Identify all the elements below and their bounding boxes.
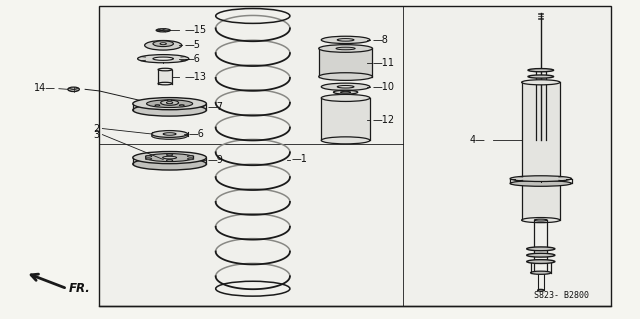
Ellipse shape bbox=[166, 160, 173, 161]
Ellipse shape bbox=[152, 130, 188, 137]
Ellipse shape bbox=[319, 45, 372, 52]
Text: —6: —6 bbox=[189, 129, 205, 139]
Ellipse shape bbox=[527, 247, 555, 251]
Ellipse shape bbox=[146, 153, 194, 161]
Ellipse shape bbox=[155, 105, 160, 106]
Text: 4—: 4— bbox=[469, 135, 485, 145]
Ellipse shape bbox=[68, 87, 79, 92]
Ellipse shape bbox=[531, 271, 551, 274]
Ellipse shape bbox=[534, 219, 547, 221]
Ellipse shape bbox=[188, 155, 194, 157]
Ellipse shape bbox=[337, 85, 354, 88]
Bar bbox=[319, 48, 372, 77]
Ellipse shape bbox=[153, 41, 173, 47]
Ellipse shape bbox=[340, 91, 351, 93]
Text: —5: —5 bbox=[184, 40, 200, 50]
Ellipse shape bbox=[147, 100, 193, 108]
Ellipse shape bbox=[510, 181, 572, 186]
Ellipse shape bbox=[321, 94, 370, 101]
Ellipse shape bbox=[334, 97, 357, 100]
Ellipse shape bbox=[527, 260, 555, 263]
Text: —1: —1 bbox=[292, 154, 308, 165]
Bar bbox=[99, 6, 611, 306]
Ellipse shape bbox=[538, 289, 544, 291]
Ellipse shape bbox=[333, 90, 358, 94]
Text: S823- B2800: S823- B2800 bbox=[534, 291, 589, 300]
Ellipse shape bbox=[152, 132, 188, 139]
Ellipse shape bbox=[321, 83, 370, 90]
Ellipse shape bbox=[321, 137, 370, 144]
Ellipse shape bbox=[510, 176, 572, 182]
Ellipse shape bbox=[522, 80, 560, 85]
Ellipse shape bbox=[528, 75, 554, 78]
Text: —7: —7 bbox=[207, 102, 223, 112]
Ellipse shape bbox=[528, 81, 554, 84]
Text: —13: —13 bbox=[184, 71, 206, 82]
Ellipse shape bbox=[145, 41, 182, 50]
Ellipse shape bbox=[319, 73, 372, 80]
Text: —6: —6 bbox=[184, 54, 200, 64]
Ellipse shape bbox=[158, 82, 172, 85]
Ellipse shape bbox=[145, 158, 152, 160]
Text: —9: —9 bbox=[207, 155, 223, 165]
Text: 14—: 14— bbox=[35, 83, 56, 93]
Ellipse shape bbox=[163, 133, 176, 135]
Ellipse shape bbox=[158, 68, 172, 71]
Ellipse shape bbox=[337, 39, 354, 41]
Ellipse shape bbox=[335, 95, 356, 98]
Ellipse shape bbox=[528, 69, 554, 72]
Text: —12: —12 bbox=[372, 115, 395, 125]
Ellipse shape bbox=[166, 154, 173, 156]
Bar bbox=[321, 98, 370, 140]
Ellipse shape bbox=[133, 158, 207, 170]
Text: —8: —8 bbox=[372, 35, 388, 45]
Text: —10: —10 bbox=[372, 82, 394, 92]
Ellipse shape bbox=[156, 29, 170, 32]
Text: FR.: FR. bbox=[69, 282, 91, 295]
Ellipse shape bbox=[153, 57, 173, 60]
Ellipse shape bbox=[145, 155, 152, 157]
Ellipse shape bbox=[133, 104, 207, 116]
Text: —11: —11 bbox=[372, 57, 394, 68]
Ellipse shape bbox=[161, 100, 179, 105]
Ellipse shape bbox=[522, 218, 560, 223]
Text: 3: 3 bbox=[93, 130, 100, 140]
Ellipse shape bbox=[321, 36, 370, 43]
Ellipse shape bbox=[163, 156, 177, 159]
Text: 2: 2 bbox=[93, 123, 100, 134]
Ellipse shape bbox=[133, 98, 207, 110]
Ellipse shape bbox=[166, 102, 173, 104]
Ellipse shape bbox=[179, 105, 184, 106]
Bar bbox=[522, 82, 560, 220]
Ellipse shape bbox=[188, 158, 194, 160]
Ellipse shape bbox=[160, 43, 166, 45]
Ellipse shape bbox=[133, 152, 207, 164]
Text: —15: —15 bbox=[184, 25, 207, 35]
Ellipse shape bbox=[167, 100, 172, 101]
Ellipse shape bbox=[138, 55, 189, 63]
Bar bbox=[158, 70, 172, 84]
Ellipse shape bbox=[527, 253, 555, 257]
Ellipse shape bbox=[336, 47, 355, 50]
